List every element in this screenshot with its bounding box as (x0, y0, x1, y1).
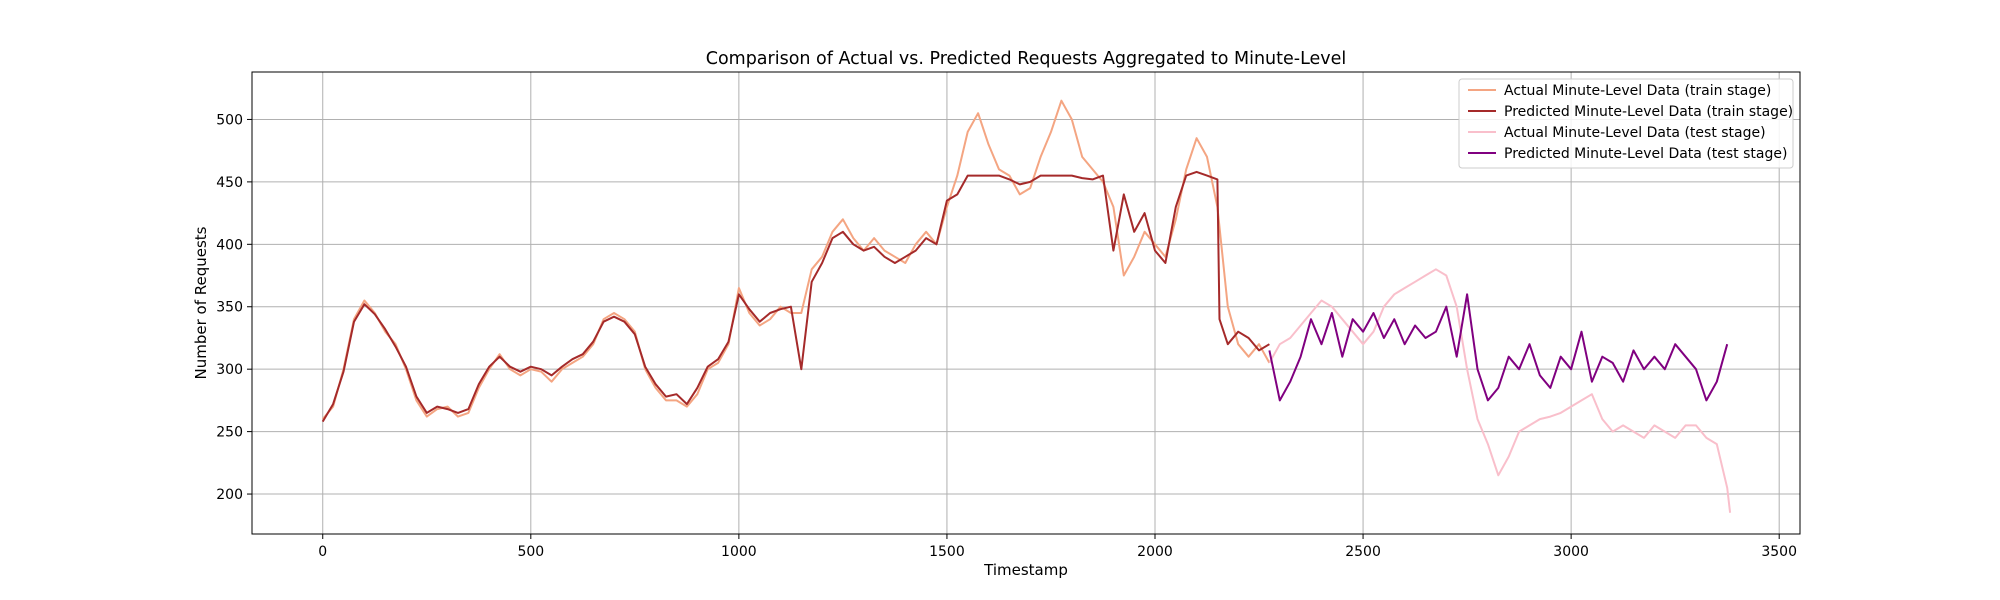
x-axis-label: Timestamp (983, 561, 1068, 579)
y-tick-label: 400 (216, 237, 243, 253)
grid-lines (252, 72, 1800, 534)
y-tick-label: 300 (216, 362, 243, 378)
series-lines (321, 99, 1732, 513)
series-line-actual-test (1268, 268, 1732, 513)
legend-label-predicted-test: Predicted Minute-Level Data (test stage) (1504, 146, 1787, 162)
chart-title: Comparison of Actual vs. Predicted Reque… (706, 49, 1347, 69)
legend-box (1458, 78, 1794, 169)
plot-frame (251, 71, 1801, 535)
legend: Actual Minute-Level Data (train stage) P… (1458, 78, 1794, 169)
legend-label-predicted-train: Predicted Minute-Level Data (train stage… (1504, 104, 1793, 120)
series-line-predicted-test (1268, 293, 1729, 402)
x-tick-label: 3000 (1553, 544, 1589, 560)
y-axis-ticks: 200 250 300 350 400 450 500 (216, 112, 252, 503)
y-tick-label: 500 (216, 112, 243, 128)
x-tick-label: 500 (517, 544, 544, 560)
x-tick-label: 1500 (929, 544, 965, 560)
legend-label-actual-train: Actual Minute-Level Data (train stage) (1504, 83, 1771, 99)
x-tick-label: 2000 (1137, 544, 1173, 560)
y-tick-label: 350 (216, 300, 243, 316)
y-axis-label: Number of Requests (192, 226, 210, 379)
y-tick-label: 250 (216, 425, 243, 441)
x-axis-ticks: 0 500 1000 1500 2000 2500 3000 3500 (318, 534, 1797, 560)
x-tick-label: 3500 (1761, 544, 1797, 560)
x-tick-label: 2500 (1345, 544, 1381, 560)
series-line-predicted-train (321, 170, 1270, 423)
series-line-actual-train (321, 99, 1271, 420)
x-tick-label: 1000 (721, 544, 757, 560)
x-tick-label: 0 (318, 544, 327, 560)
y-tick-label: 200 (216, 487, 243, 503)
y-tick-label: 450 (216, 175, 243, 191)
legend-label-actual-test: Actual Minute-Level Data (test stage) (1504, 125, 1766, 141)
